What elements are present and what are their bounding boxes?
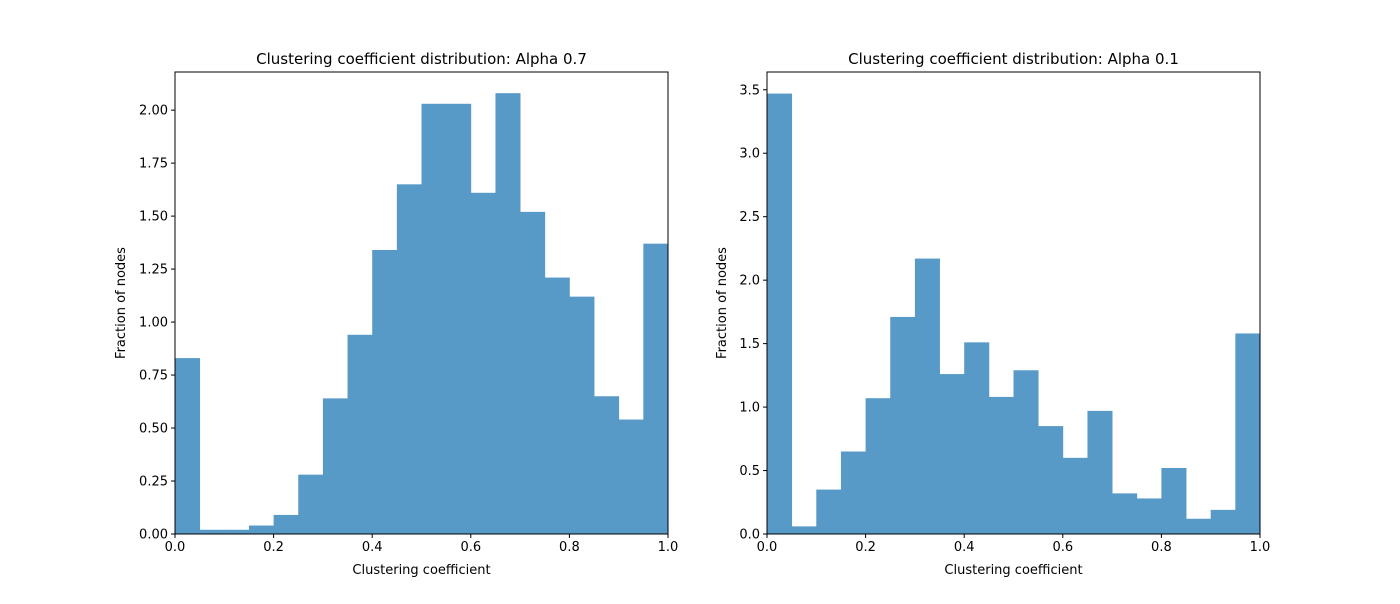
histogram-bar [544,277,570,534]
histogram-bar [446,103,472,534]
y-tick-label: 0.0 [739,528,760,543]
histogram-bar [939,374,965,534]
y-tick-label: 1.00 [139,316,168,331]
y-tick-label: 0.5 [739,464,760,479]
bars-group [767,93,1261,535]
histogram-bar [298,474,324,534]
x-axis-label: Clustering coefficient [944,563,1082,578]
y-tick-label: 3.0 [739,147,760,162]
histogram-bar [396,184,422,534]
y-tick-label: 0.00 [139,528,168,543]
histogram-bar [199,529,225,534]
histogram-bar [594,396,620,534]
histogram-bar [1235,333,1261,534]
histogram-bar [1210,509,1236,534]
histogram-bar [618,419,644,534]
histogram-bar [1136,498,1162,534]
x-tick-label: 0.2 [263,540,284,555]
histogram-bar [1112,493,1138,534]
histogram-bar [1038,426,1064,534]
x-tick-label: 0.8 [1151,540,1172,555]
x-tick-label: 0.4 [362,540,383,555]
y-axis-ticks: 0.00 0.25 0.50 0.75 1.00 1.25 1.50 1.75 2.00 [139,104,175,543]
x-tick-label: 0.6 [1052,540,1073,555]
chart-panel-alpha-0-1: Clustering coefficient distribution: Alp… [715,50,1270,578]
histogram-bar [791,526,817,534]
histogram-bar [1087,410,1113,534]
x-tick-label: 0.4 [954,540,975,555]
histogram-bar [767,93,793,535]
y-axis-label: Fraction of nodes [114,247,129,359]
histogram-bar [988,396,1014,534]
histogram-bar [816,489,842,534]
y-axis-ticks: 0.0 0.5 1.0 1.5 2.0 2.5 3.0 3.5 [739,83,767,543]
histogram-bar [248,525,274,534]
y-tick-label: 1.50 [139,210,168,225]
x-axis-label: Clustering coefficient [352,563,490,578]
y-tick-label: 0.50 [139,422,168,437]
y-tick-label: 0.25 [139,475,168,490]
y-tick-label: 3.5 [739,83,760,98]
histogram-bar [643,243,669,534]
x-tick-label: 0.0 [165,540,186,555]
x-tick-label: 0.8 [559,540,580,555]
y-tick-label: 1.75 [139,157,168,172]
x-tick-label: 0.6 [460,540,481,555]
y-tick-label: 2.5 [739,210,760,225]
histogram-bar [520,211,546,534]
histogram-bar [890,316,916,534]
histogram-bar [1062,457,1088,534]
x-tick-label: 1.0 [658,540,679,555]
histogram-bar [273,514,299,534]
y-tick-label: 1.0 [739,401,760,416]
histogram-bar [865,398,891,534]
histogram-bar [914,258,940,534]
y-axis-label: Fraction of nodes [715,247,730,359]
histogram-bar [840,451,866,534]
x-tick-label: 0.0 [757,540,778,555]
chart-panel-alpha-0-7: Clustering coefficient distribution: Alp… [114,50,678,578]
x-axis-ticks: 0.0 0.2 0.4 0.6 0.8 1.0 [165,534,679,555]
chart-title: Clustering coefficient distribution: Alp… [256,50,587,68]
y-tick-label: 2.0 [739,274,760,289]
histogram-bar [1161,468,1187,534]
histogram-bar [224,529,250,534]
histogram-bar [175,358,201,534]
histogram-bar [347,334,373,534]
histogram-bar [569,296,595,534]
chart-title: Clustering coefficient distribution: Alp… [848,50,1179,68]
y-tick-label: 1.25 [139,263,168,278]
axes-frame [766,71,1261,535]
histogram-bar [421,103,447,534]
histogram-bar [1013,370,1039,534]
x-tick-label: 1.0 [1250,540,1271,555]
x-tick-label: 0.2 [855,540,876,555]
histogram-bar [1186,518,1212,534]
bars-group [175,93,669,535]
histogram-bar [372,250,398,534]
histogram-bar [495,93,521,534]
y-tick-label: 0.75 [139,369,168,384]
histogram-bar [964,342,990,534]
y-tick-label: 2.00 [139,104,168,119]
histogram-bar [470,192,496,535]
x-axis-ticks: 0.0 0.2 0.4 0.6 0.8 1.0 [757,534,1271,555]
axes-frame [174,71,669,535]
y-tick-label: 1.5 [739,337,760,352]
histogram-bar [322,398,348,534]
